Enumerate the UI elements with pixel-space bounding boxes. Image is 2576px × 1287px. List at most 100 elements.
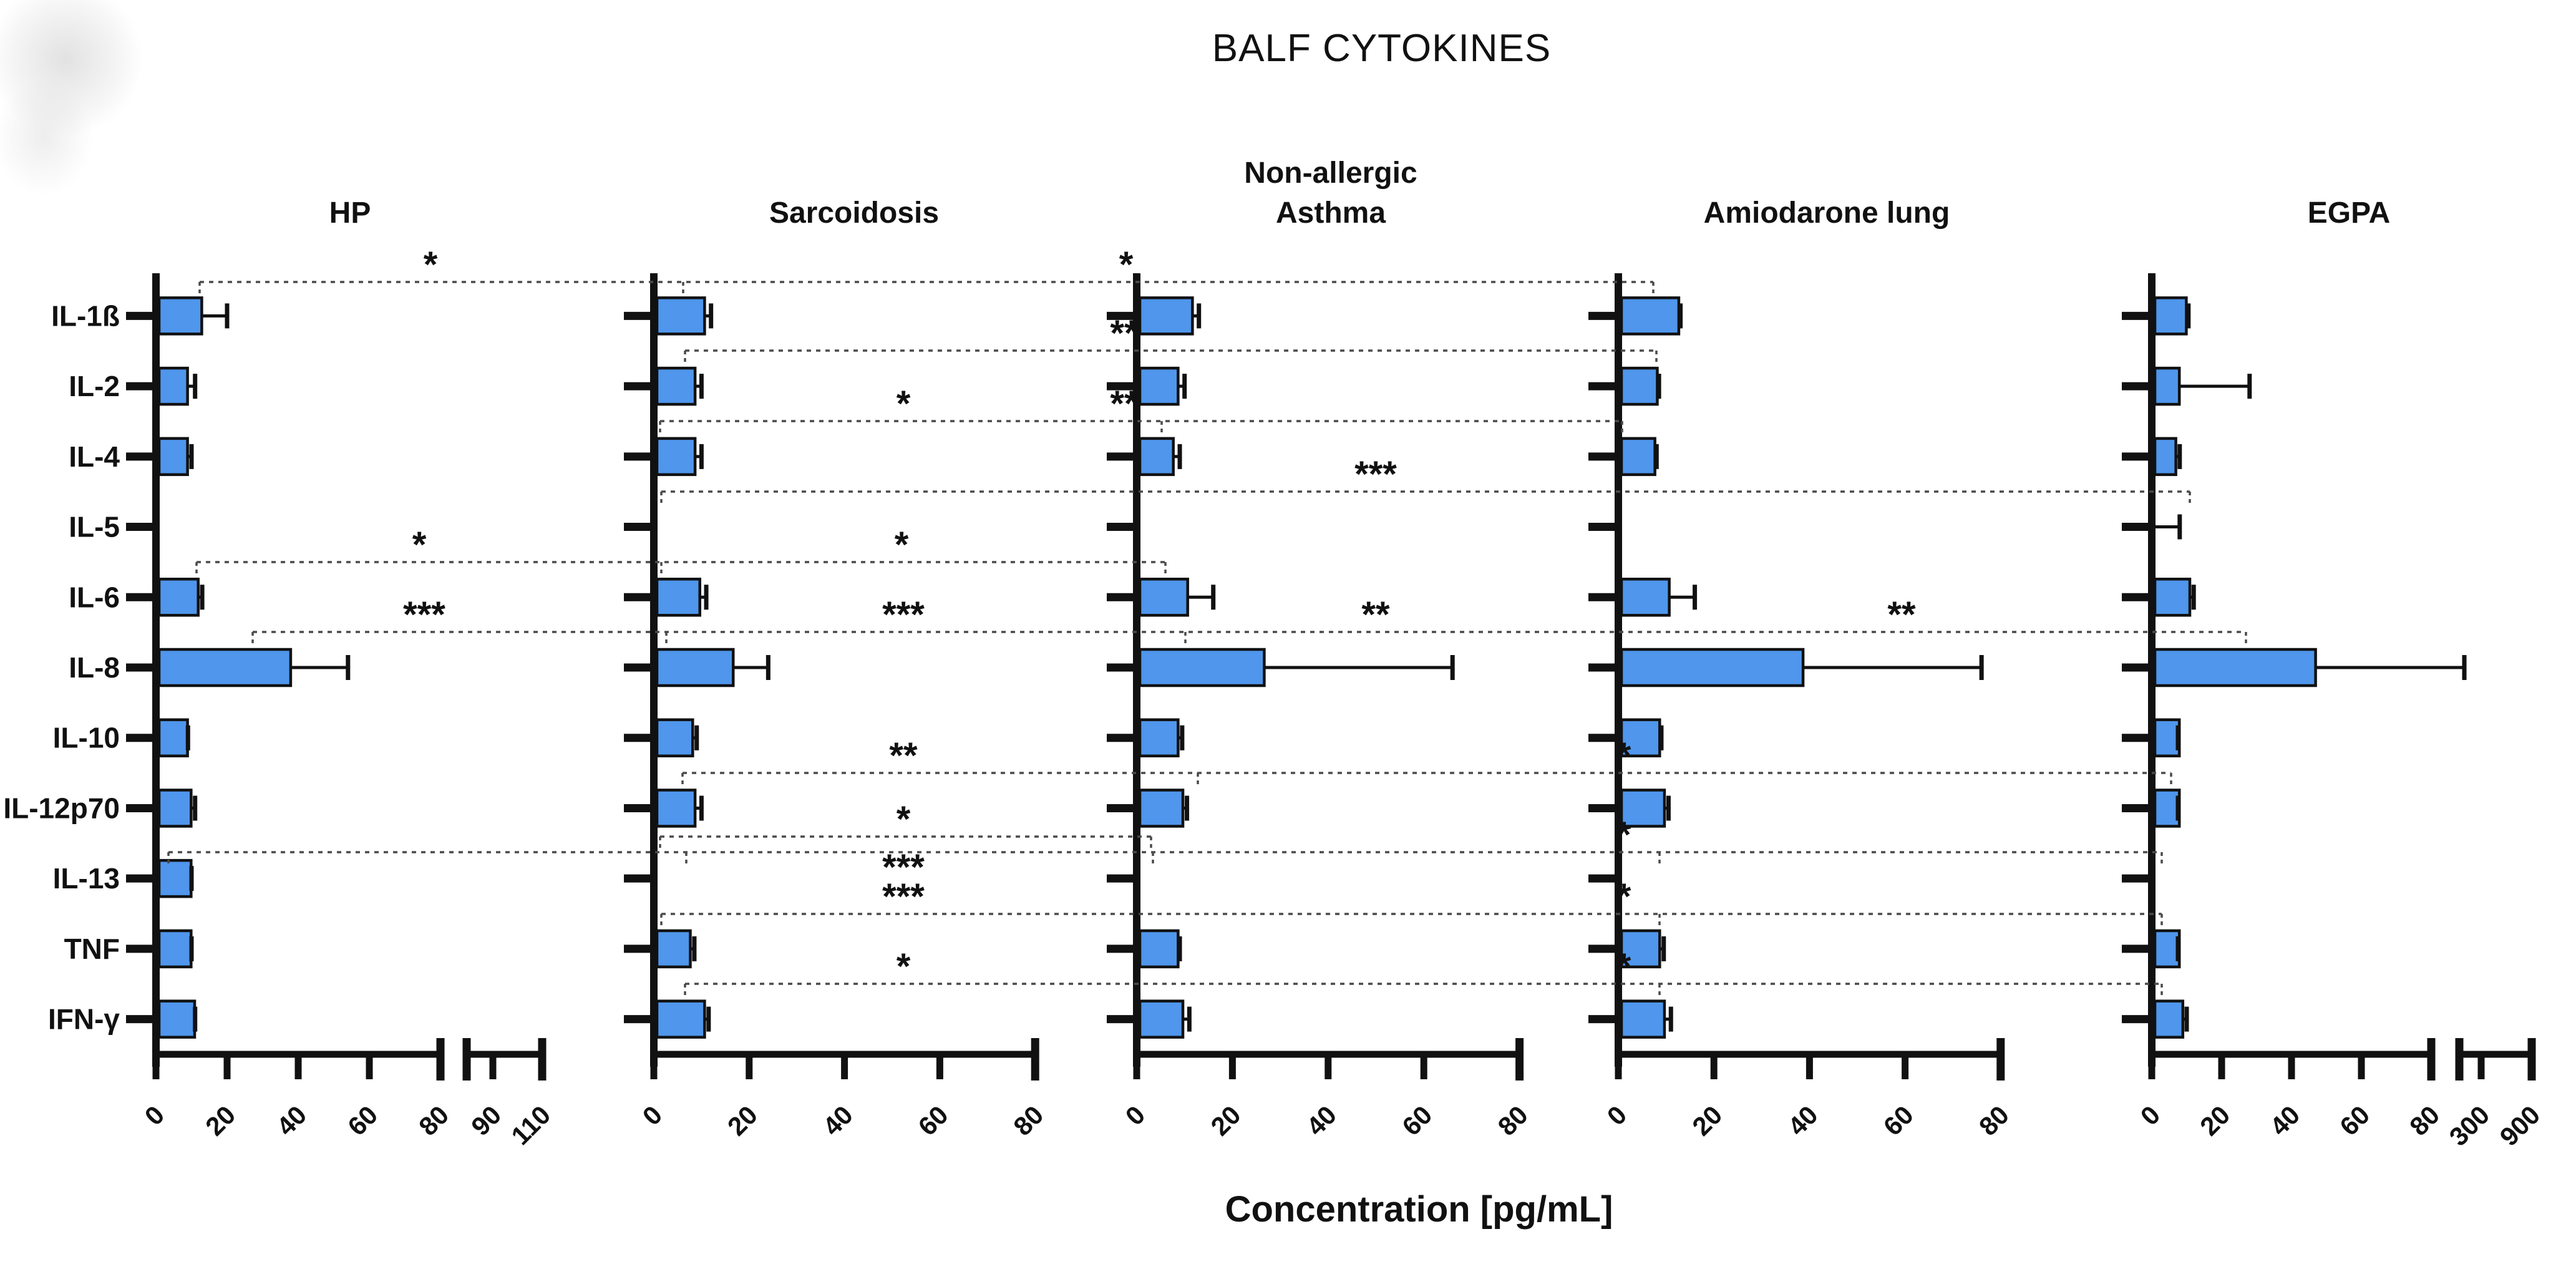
bar-IL-1ß: [655, 296, 706, 336]
row-label-IL-1ß: IL-1ß: [51, 299, 120, 332]
row-label-IL-2: IL-2: [69, 370, 120, 402]
x-tick-label: 40: [1782, 1100, 1823, 1141]
bar-IFN-γ: [655, 999, 706, 1039]
svg-text:Amiodarone lung: Amiodarone lung: [1704, 197, 1950, 230]
svg-text:Sarcoidosis: Sarcoidosis: [769, 197, 939, 230]
bar-TNF: [157, 929, 193, 969]
x-tick-label: 60: [342, 1100, 383, 1141]
x-tick-label: 20: [722, 1100, 763, 1141]
bar-IL-4: [1138, 437, 1175, 477]
svg-text:Non-allergic: Non-allergic: [1244, 157, 1417, 190]
significance-stars: **: [1110, 384, 1139, 424]
bar-IFN-γ: [1620, 999, 1666, 1039]
x-tick-label: 20: [2194, 1100, 2235, 1141]
bar-IL-8: [655, 648, 735, 687]
bar-IL-4: [157, 437, 189, 477]
significance-stars: *: [424, 245, 438, 285]
significance-stars: *: [1617, 736, 1631, 776]
x-tick-label: 0: [139, 1100, 170, 1131]
panel-amiodarone-lung: 0 20 40 60 80: [1588, 273, 2015, 1141]
x-tick-label: 80: [1973, 1100, 2015, 1141]
x-tick-label: 60: [1878, 1100, 1919, 1141]
x-tick-label: 40: [817, 1100, 858, 1141]
bar-IL-12p70: [2153, 789, 2181, 828]
bar-IFN-γ: [1138, 999, 1185, 1039]
row-label-IL-10: IL-10: [53, 722, 120, 754]
x-tick-label: 40: [271, 1100, 312, 1141]
significance-stars: *: [1617, 815, 1631, 855]
svg-text:Asthma: Asthma: [1276, 197, 1386, 230]
svg-text:EGPA: EGPA: [2308, 197, 2390, 230]
bar-IL-8: [2153, 648, 2317, 687]
bar-TNF: [655, 929, 692, 969]
panel-header-non-allergic-asthma: Non-allergic Asthma: [1244, 157, 1417, 230]
x-tick-label: 0: [1601, 1100, 1633, 1131]
x-tick-label: 20: [1205, 1100, 1246, 1141]
x-tick-label: 110: [505, 1100, 556, 1150]
bar-IL-1ß: [2153, 296, 2188, 336]
bar-IL-10: [655, 718, 694, 757]
bar-IL-4: [1620, 437, 1656, 477]
bar-IL-10: [157, 718, 189, 757]
significance-annotations: * **** ****** **** *** ** **** ********* ** *: [167, 245, 2247, 998]
x-tick-label: 20: [1686, 1100, 1728, 1141]
cytokine-row-labels: IL-1ß IL-2 IL-4 IL-5 IL-6 IL-8 IL-10 IL-12p70 IL…: [3, 299, 120, 1035]
significance-stars: **: [1361, 595, 1390, 635]
significance-stars: *: [1617, 946, 1631, 987]
panel-non-allergic-asthma: 0 20 40 60 80: [1107, 273, 1533, 1141]
svg-text:HP: HP: [329, 197, 371, 230]
bar-IL-6: [655, 578, 702, 617]
panel-header-amiodarone-lung: Amiodarone lung: [1704, 197, 1950, 230]
bar-IL-12p70: [655, 789, 697, 828]
bar-IL-8: [157, 648, 293, 687]
significance-stars: *: [897, 946, 911, 987]
x-tick-label: 90: [465, 1100, 507, 1141]
bar-IL-8: [1138, 648, 1266, 687]
x-tick-label: 80: [2404, 1100, 2445, 1141]
bar-TNF: [2153, 929, 2181, 969]
x-tick-label: 80: [1008, 1100, 1049, 1141]
x-tick-label: 40: [2264, 1100, 2305, 1141]
significance-stars: **: [1110, 313, 1139, 354]
bar-IL-1ß: [157, 296, 203, 336]
bar-IFN-γ: [2153, 999, 2185, 1039]
bar-IL-4: [2153, 437, 2177, 477]
panel-header-sarcoidosis: Sarcoidosis: [769, 197, 939, 230]
significance-stars: ***: [882, 595, 925, 635]
x-tick-label: 60: [2334, 1100, 2375, 1141]
row-label-IL-13: IL-13: [53, 862, 120, 895]
x-axis-title: Concentration [pg/mL]: [1225, 1189, 1613, 1230]
x-tick-label: 300: [2444, 1100, 2496, 1152]
panel-sarcoidosis: 0 20 40 60 80: [624, 273, 1049, 1141]
significance-stars: *: [895, 525, 909, 565]
panel-header-hp: HP: [329, 197, 371, 230]
bar-IL-2: [655, 366, 697, 406]
row-label-IL-8: IL-8: [69, 651, 120, 684]
significance-stars: *: [897, 384, 911, 424]
significance-stars: ***: [1354, 454, 1397, 495]
bar-IL-1ß: [1620, 296, 1681, 336]
bar-IL-6: [1620, 578, 1671, 617]
bar-IFN-γ: [157, 999, 197, 1039]
x-tick-label: 0: [2135, 1100, 2166, 1131]
row-label-IFN-γ: IFN-γ: [48, 1003, 120, 1036]
x-tick-label: 900: [2494, 1100, 2546, 1152]
bar-IL-6: [157, 578, 200, 617]
x-tick-label: 0: [637, 1100, 668, 1131]
row-label-IL-12p70: IL-12p70: [3, 792, 120, 824]
bar-TNF: [1138, 929, 1180, 969]
row-label-TNF: TNF: [64, 933, 120, 965]
row-label-IL-5: IL-5: [69, 511, 120, 543]
significance-stars: ***: [882, 847, 925, 888]
bar-TNF: [1620, 929, 1661, 969]
significance-stars: **: [889, 736, 918, 776]
x-tick-label: 40: [1301, 1100, 1342, 1141]
row-label-IL-6: IL-6: [69, 581, 120, 613]
x-tick-label: 20: [200, 1100, 241, 1141]
bar-IL-2: [157, 366, 189, 406]
significance-stars: **: [1887, 595, 1916, 635]
